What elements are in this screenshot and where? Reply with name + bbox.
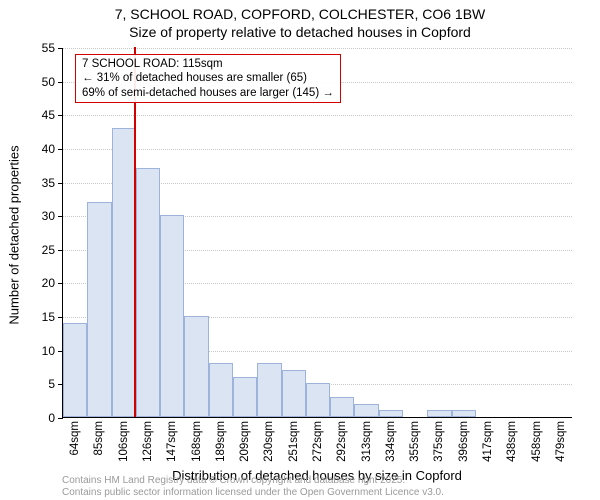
x-tick-label: 355sqm xyxy=(409,421,421,462)
histogram-bar xyxy=(87,202,111,417)
histogram-bar xyxy=(354,404,378,417)
y-tick-label: 40 xyxy=(42,142,63,156)
x-tick-label: 251sqm xyxy=(288,421,300,462)
histogram-bar xyxy=(379,410,403,417)
x-tick-label: 438sqm xyxy=(506,421,518,462)
y-tick-label: 10 xyxy=(42,344,63,358)
x-tick-label: 479sqm xyxy=(555,421,567,462)
y-tick-label: 25 xyxy=(42,243,63,257)
histogram-bar xyxy=(112,128,136,417)
x-tick-label: 168sqm xyxy=(191,421,203,462)
y-tick-label: 5 xyxy=(48,377,63,391)
x-tick-label: 106sqm xyxy=(118,421,130,462)
x-tick-label: 85sqm xyxy=(93,421,105,456)
chart-title-main: 7, SCHOOL ROAD, COPFORD, COLCHESTER, CO6… xyxy=(0,6,600,22)
y-tick-label: 55 xyxy=(42,41,63,55)
chart-title-sub: Size of property relative to detached ho… xyxy=(0,24,600,40)
y-tick-label: 20 xyxy=(42,276,63,290)
histogram-bar xyxy=(160,215,184,417)
x-tick-label: 64sqm xyxy=(69,421,81,456)
x-tick-label: 209sqm xyxy=(239,421,251,462)
annot-line3: 69% of semi-detached houses are larger (… xyxy=(82,86,334,100)
figure: 7, SCHOOL ROAD, COPFORD, COLCHESTER, CO6… xyxy=(0,0,600,500)
histogram-bar xyxy=(257,363,281,417)
x-tick-label: 230sqm xyxy=(263,421,275,462)
x-tick-label: 334sqm xyxy=(385,421,397,462)
x-tick-label: 147sqm xyxy=(166,421,178,462)
histogram-bar xyxy=(306,383,330,417)
y-tick-label: 45 xyxy=(42,108,63,122)
histogram-bar xyxy=(136,168,160,417)
plot-area: 7 SCHOOL ROAD: 115sqm ← 31% of detached … xyxy=(62,48,572,418)
gridline-h xyxy=(63,149,572,150)
annot-line1: 7 SCHOOL ROAD: 115sqm xyxy=(82,57,334,71)
attribution: Contains HM Land Registry data © Crown c… xyxy=(62,475,444,498)
marker-annotation: 7 SCHOOL ROAD: 115sqm ← 31% of detached … xyxy=(75,54,341,103)
gridline-h xyxy=(63,115,572,116)
x-tick-label: 189sqm xyxy=(215,421,227,462)
x-tick-label: 458sqm xyxy=(531,421,543,462)
histogram-bar xyxy=(233,377,257,417)
attribution-line2: Contains public sector information licen… xyxy=(62,487,444,499)
gridline-h xyxy=(63,48,572,49)
histogram-bar xyxy=(330,397,354,417)
histogram-bar xyxy=(452,410,476,417)
histogram-bar xyxy=(209,363,233,417)
y-tick-label: 35 xyxy=(42,176,63,190)
y-axis-label: Number of detached properties xyxy=(7,145,22,324)
x-tick-label: 396sqm xyxy=(458,421,470,462)
x-tick-label: 126sqm xyxy=(142,421,154,462)
y-tick-label: 50 xyxy=(42,75,63,89)
x-tick-label: 417sqm xyxy=(482,421,494,462)
annot-line2: ← 31% of detached houses are smaller (65… xyxy=(82,71,334,85)
x-tick-label: 375sqm xyxy=(433,421,445,462)
y-tick-label: 30 xyxy=(42,209,63,223)
histogram-bar xyxy=(427,410,451,417)
x-tick-label: 272sqm xyxy=(312,421,324,462)
y-tick-label: 0 xyxy=(48,411,63,425)
y-tick-label: 15 xyxy=(42,310,63,324)
attribution-line1: Contains HM Land Registry data © Crown c… xyxy=(62,475,444,487)
histogram-bar xyxy=(184,316,208,417)
histogram-bar xyxy=(282,370,306,417)
x-tick-label: 292sqm xyxy=(336,421,348,462)
x-tick-label: 313sqm xyxy=(361,421,373,462)
histogram-bar xyxy=(63,323,87,417)
